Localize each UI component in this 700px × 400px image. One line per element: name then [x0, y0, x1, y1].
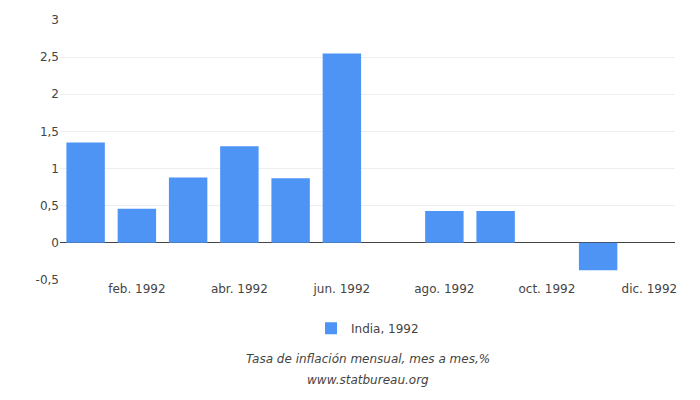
- svg-text:0,5: 0,5: [40, 199, 59, 213]
- svg-text:ago. 1992: ago. 1992: [414, 282, 474, 296]
- svg-text:feb. 1992: feb. 1992: [108, 282, 165, 296]
- svg-text:oct. 1992: oct. 1992: [518, 282, 575, 296]
- svg-text:abr. 1992: abr. 1992: [211, 282, 268, 296]
- svg-text:1: 1: [51, 162, 59, 176]
- svg-text:Tasa de inflación mensual, mes: Tasa de inflación mensual, mes a mes,%: [246, 352, 490, 366]
- svg-text:dic. 1992: dic. 1992: [622, 282, 678, 296]
- svg-text:2,5: 2,5: [40, 50, 59, 64]
- svg-text:1,5: 1,5: [40, 125, 59, 139]
- svg-text:www.statbureau.org: www.statbureau.org: [307, 373, 429, 387]
- svg-text:2: 2: [51, 87, 59, 101]
- svg-text:-0,5: -0,5: [36, 273, 59, 287]
- svg-text:India, 1992: India, 1992: [351, 322, 419, 336]
- svg-text:0: 0: [51, 236, 59, 250]
- svg-text:3: 3: [51, 13, 59, 27]
- svg-text:jun. 1992: jun. 1992: [313, 282, 371, 296]
